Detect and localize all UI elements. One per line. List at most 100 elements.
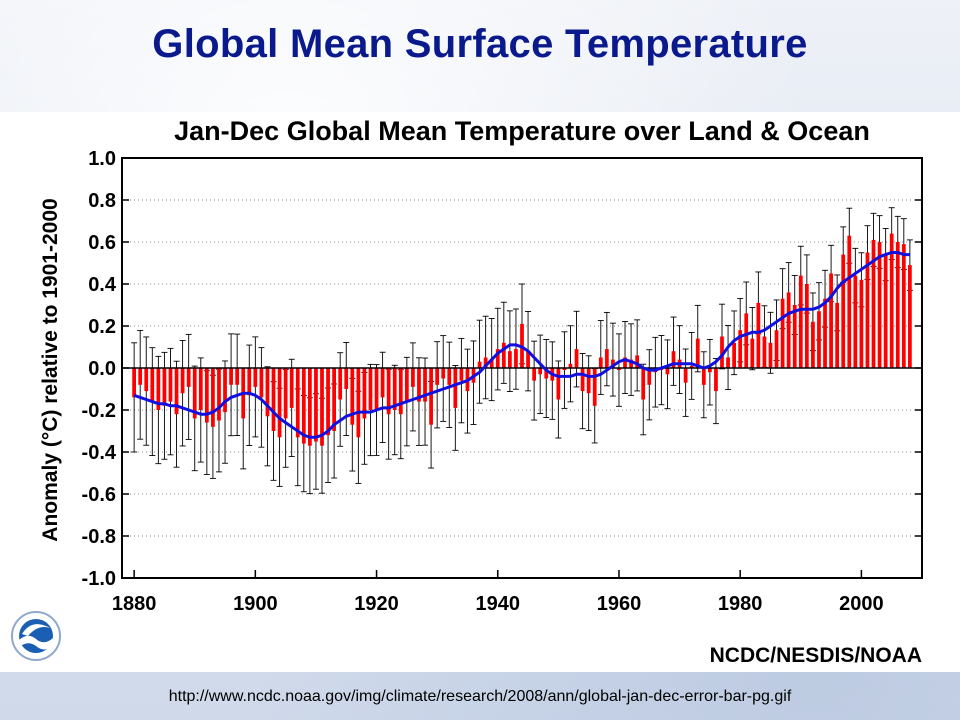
- chart-svg: Jan-Dec Global Mean Temperature over Lan…: [39, 116, 923, 667]
- bar: [156, 368, 161, 410]
- chart-title: Jan-Dec Global Mean Temperature over Lan…: [174, 116, 870, 146]
- bar: [671, 351, 676, 368]
- bar: [326, 368, 330, 436]
- bar: [889, 233, 894, 368]
- bar: [441, 368, 446, 379]
- bar: [580, 368, 585, 392]
- noaa-logo-icon: [11, 611, 61, 661]
- bar: [853, 275, 858, 368]
- bar: [720, 336, 724, 368]
- bar: [744, 313, 749, 368]
- bar: [132, 368, 136, 398]
- bar: [374, 368, 379, 410]
- bar: [447, 368, 452, 385]
- y-tick-label: 0.6: [88, 232, 116, 254]
- bar: [423, 368, 427, 402]
- bar: [350, 368, 355, 425]
- bar: [768, 342, 773, 368]
- x-tick-label: 1980: [718, 593, 763, 615]
- bar: [162, 368, 167, 406]
- bar: [883, 254, 888, 368]
- bar: [726, 357, 730, 368]
- bar: [701, 368, 706, 385]
- bar: [817, 311, 821, 368]
- bar: [574, 349, 579, 368]
- bars: [132, 233, 912, 446]
- bar: [641, 368, 646, 400]
- bar: [708, 368, 712, 373]
- x-axis-ticks: 1880 1900 1920 1940 1960 1980 2000: [112, 570, 884, 615]
- x-tick-label: 1880: [112, 593, 157, 615]
- bar: [750, 338, 755, 368]
- bar: [598, 357, 603, 368]
- bar: [756, 302, 761, 368]
- bar: [417, 368, 421, 402]
- bar: [356, 368, 361, 438]
- chart-panel: Jan-Dec Global Mean Temperature over Lan…: [0, 112, 960, 672]
- bar: [647, 368, 652, 385]
- bar: [314, 368, 318, 442]
- bar: [380, 368, 385, 398]
- y-tick-label: -0.6: [82, 484, 116, 506]
- bar: [271, 368, 276, 431]
- smoothed-series-line: [133, 251, 910, 439]
- x-tick-label: 1960: [597, 593, 642, 615]
- y-tick-label: 0.8: [88, 190, 116, 212]
- bar: [877, 242, 882, 368]
- bar: [865, 252, 870, 368]
- bar: [495, 349, 500, 368]
- bar: [714, 368, 718, 392]
- bar: [841, 254, 846, 368]
- bar: [901, 244, 906, 368]
- bar: [762, 336, 767, 368]
- x-tick-label: 2000: [839, 593, 884, 615]
- y-axis-ticks: -1.0 -0.8 -0.6 -0.4 -0.2 0.0 0.2 0.4 0.6 0.8 1.0: [82, 148, 922, 590]
- bar: [247, 368, 252, 396]
- bar: [804, 284, 809, 368]
- bar: [665, 368, 670, 375]
- bar: [871, 239, 876, 368]
- bar: [823, 298, 827, 368]
- bar: [283, 368, 288, 419]
- y-tick-label: 1.0: [88, 148, 116, 170]
- bar: [811, 321, 815, 368]
- bar: [629, 359, 633, 368]
- y-tick-label: -0.4: [82, 442, 117, 464]
- y-tick-label: 0.4: [88, 274, 117, 296]
- bar: [895, 242, 900, 368]
- bar: [738, 330, 743, 368]
- y-tick-label: 0.2: [88, 316, 116, 338]
- x-tick-label: 1900: [233, 593, 278, 615]
- bar: [792, 305, 797, 368]
- bar: [829, 273, 833, 368]
- bar: [635, 355, 640, 368]
- slide-title: Global Mean Surface Temperature: [152, 22, 808, 66]
- bar: [611, 359, 615, 368]
- bar: [835, 302, 840, 368]
- bar: [320, 368, 324, 446]
- bar: [332, 368, 336, 431]
- bar: [289, 368, 294, 408]
- bar: [538, 368, 543, 375]
- bar: [265, 368, 270, 417]
- bar: [780, 298, 785, 368]
- x-tick-label: 1920: [354, 593, 399, 615]
- bar: [186, 368, 191, 387]
- bar: [223, 368, 227, 413]
- x-tick-label: 1940: [476, 593, 521, 615]
- source-url: http://www.ncdc.noaa.gov/img/climate/res…: [168, 688, 792, 705]
- bar: [544, 368, 549, 379]
- bar: [338, 368, 343, 400]
- bar: [180, 368, 185, 394]
- bar: [277, 368, 282, 438]
- bar: [435, 368, 440, 385]
- bar: [586, 368, 591, 394]
- bar: [198, 368, 203, 410]
- bar: [623, 357, 627, 368]
- bar: [386, 368, 391, 415]
- bar: [501, 342, 506, 368]
- bar: [592, 368, 597, 406]
- bar: [532, 368, 536, 381]
- y-axis-label: Anomaly (°C) relative to 1901-2000: [39, 198, 62, 541]
- bar: [798, 275, 803, 368]
